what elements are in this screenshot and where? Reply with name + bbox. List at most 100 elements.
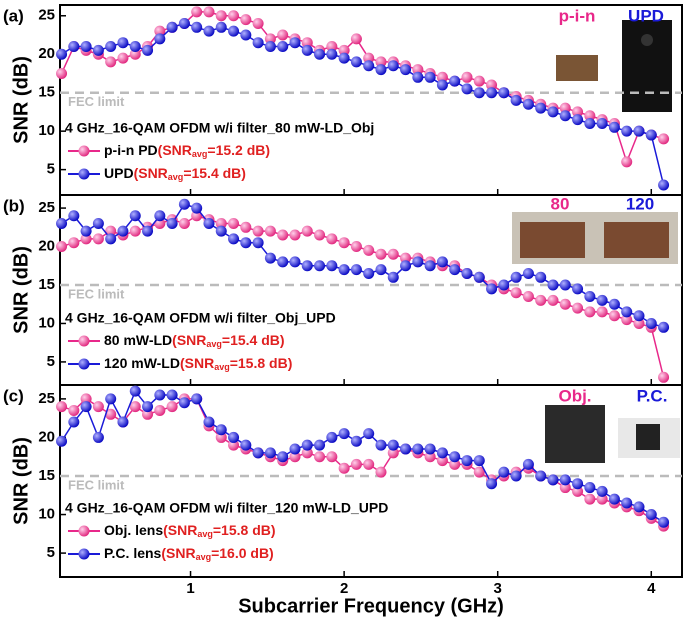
data-point bbox=[461, 83, 473, 95]
data-point bbox=[387, 447, 399, 459]
data-point bbox=[166, 21, 178, 33]
data-point bbox=[277, 41, 289, 53]
data-point bbox=[645, 129, 657, 141]
data-point bbox=[387, 60, 399, 72]
legend-note: =15.8 dB) bbox=[230, 355, 293, 371]
legend-name: P.C. lens bbox=[104, 545, 162, 561]
data-point bbox=[264, 252, 276, 264]
data-point bbox=[203, 6, 215, 18]
legend-marker bbox=[78, 168, 90, 180]
data-point bbox=[215, 431, 227, 443]
data-point bbox=[154, 33, 166, 45]
data-point bbox=[350, 56, 362, 68]
data-point bbox=[252, 225, 264, 237]
y-axis-label: SNR (dB) bbox=[10, 56, 32, 144]
photo bbox=[545, 405, 605, 463]
plot-frame bbox=[59, 384, 683, 578]
data-point bbox=[596, 294, 608, 306]
data-point bbox=[80, 393, 92, 405]
data-point bbox=[56, 435, 68, 447]
data-point bbox=[633, 317, 645, 329]
data-point bbox=[240, 221, 252, 233]
data-point bbox=[375, 466, 387, 478]
legend-note: =16.0 dB) bbox=[211, 545, 274, 561]
data-point bbox=[363, 52, 375, 64]
data-point bbox=[596, 117, 608, 129]
data-point bbox=[301, 37, 313, 49]
y-tick-label: 15 bbox=[38, 276, 55, 293]
data-point bbox=[240, 14, 252, 26]
data-point bbox=[363, 458, 375, 470]
data-point bbox=[92, 44, 104, 56]
data-point bbox=[400, 260, 412, 272]
data-point bbox=[412, 64, 424, 76]
data-point bbox=[473, 466, 485, 478]
data-point bbox=[387, 248, 399, 260]
legend-name: Obj. lens bbox=[104, 522, 163, 538]
data-point bbox=[215, 10, 227, 22]
data-point bbox=[596, 485, 608, 497]
data-point bbox=[105, 56, 117, 68]
data-point bbox=[191, 6, 203, 18]
data-point bbox=[363, 60, 375, 72]
legend-note: (SNR bbox=[172, 332, 206, 348]
data-point bbox=[572, 283, 584, 295]
legend-note: (SNR bbox=[134, 165, 168, 181]
data-point bbox=[535, 470, 547, 482]
data-point bbox=[473, 75, 485, 87]
data-point bbox=[547, 294, 559, 306]
data-point bbox=[424, 260, 436, 272]
y-tick-label: 10 bbox=[38, 314, 55, 331]
data-point bbox=[154, 25, 166, 37]
data-point bbox=[301, 44, 313, 56]
legend-name: p-i-n PD bbox=[104, 142, 158, 158]
data-point bbox=[658, 321, 670, 333]
data-point bbox=[621, 156, 633, 168]
data-point bbox=[178, 198, 190, 210]
data-point bbox=[277, 229, 289, 241]
data-point bbox=[252, 447, 264, 459]
data-point bbox=[240, 29, 252, 41]
data-point bbox=[56, 217, 68, 229]
data-point bbox=[498, 87, 510, 99]
data-point bbox=[228, 233, 240, 245]
data-point bbox=[559, 298, 571, 310]
data-point bbox=[547, 279, 559, 291]
data-point bbox=[92, 217, 104, 229]
data-point bbox=[264, 225, 276, 237]
data-point bbox=[412, 71, 424, 83]
data-point bbox=[436, 71, 448, 83]
panel-label: (c) bbox=[3, 386, 24, 405]
data-point bbox=[314, 229, 326, 241]
legend-name: UPD bbox=[104, 165, 134, 181]
data-point bbox=[559, 279, 571, 291]
y-tick-label: 10 bbox=[38, 506, 55, 523]
x-tick-label: 1 bbox=[186, 580, 194, 597]
data-point bbox=[375, 64, 387, 76]
data-point bbox=[350, 264, 362, 276]
data-point bbox=[387, 271, 399, 283]
data-point bbox=[56, 67, 68, 79]
y-tick-label: 20 bbox=[38, 45, 55, 62]
y-tick-label: 5 bbox=[47, 544, 55, 561]
y-tick-label: 25 bbox=[38, 199, 55, 216]
data-point bbox=[252, 237, 264, 249]
data-point bbox=[215, 217, 227, 229]
data-point bbox=[424, 443, 436, 455]
data-point bbox=[105, 225, 117, 237]
legend-marker bbox=[78, 548, 90, 560]
data-point bbox=[92, 401, 104, 413]
data-point bbox=[203, 25, 215, 37]
data-point bbox=[56, 241, 68, 253]
data-point bbox=[473, 87, 485, 99]
data-point bbox=[486, 87, 498, 99]
data-point bbox=[510, 271, 522, 283]
x-tick-label: 2 bbox=[340, 580, 348, 597]
data-point bbox=[80, 233, 92, 245]
data-point bbox=[142, 408, 154, 420]
data-point bbox=[633, 310, 645, 322]
y-axis-label: SNR (dB) bbox=[10, 246, 32, 334]
data-point bbox=[449, 75, 461, 87]
data-point bbox=[301, 260, 313, 272]
